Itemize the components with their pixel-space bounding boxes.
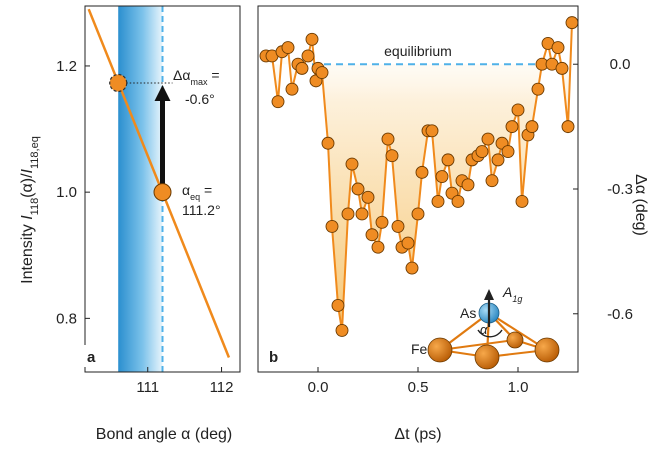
arrow-head (154, 84, 171, 101)
data-point (501, 145, 515, 159)
data-point (491, 153, 505, 167)
panel-b-x-axis-label: Δt (ps) (394, 426, 441, 443)
max-change-value: -0.6° (185, 91, 215, 107)
y-tick-label: 0.8 (56, 310, 77, 327)
x-tick-label: 112 (210, 379, 234, 396)
fe-atom (534, 337, 560, 363)
fe-atom (474, 344, 500, 370)
data-point (355, 207, 369, 221)
y-tick-label: -0.6 (607, 306, 633, 323)
data-point (281, 41, 295, 55)
data-point (431, 195, 445, 208)
inset-alpha-label: α (480, 322, 488, 337)
bond-angle-arc (477, 329, 503, 338)
data-point (295, 61, 309, 75)
y-tick-label: 0.0 (610, 56, 631, 73)
data-point (331, 299, 345, 312)
fe-label: Fe (411, 341, 428, 357)
data-point (565, 16, 579, 30)
data-point (555, 61, 569, 75)
crystal-structure-inset: α As Fe A1g (411, 284, 560, 370)
max-change-point (109, 73, 128, 93)
panel-b-y-axis-label: Δα (deg) (632, 174, 649, 236)
x-tick-label: 111 (136, 379, 159, 396)
equilibrium-value: 111.2° (182, 202, 221, 218)
panel-a: 0.8 1.0 1.2 111 112 Δαmax = -0.6° αeq = 111… (19, 5, 241, 443)
equilibrium-label: equilibrium (384, 43, 452, 59)
data-point (405, 261, 419, 275)
equilibrium-label-bg (374, 42, 464, 60)
panel-b-y-ticks: 0.0 -0.3 -0.6 (573, 56, 633, 323)
data-point (361, 190, 375, 204)
data-point (285, 82, 299, 96)
data-point (271, 95, 285, 109)
data-point (485, 174, 499, 188)
data-point (391, 219, 405, 233)
a1g-mode-label: A1g (502, 284, 522, 304)
data-point (415, 165, 429, 179)
data-point (441, 153, 455, 167)
data-point (351, 182, 365, 196)
panel-b-letter-bg (264, 345, 288, 367)
data-point (371, 240, 385, 254)
data-point (321, 136, 335, 150)
data-point (401, 236, 415, 250)
data-point (381, 132, 395, 146)
data-point (385, 149, 399, 163)
data-point (411, 207, 425, 221)
panel-a-y-axis-label: Intensity I118(α)/I118,eq (19, 136, 41, 284)
data-point (335, 323, 349, 337)
equilibrium-point (153, 183, 172, 202)
equilibrium-annotation: αeq = (182, 182, 212, 202)
intensity-vs-angle-line (87, 8, 231, 358)
a1g-mode-arrow-head (484, 289, 494, 300)
panel-a-x-axis-label: Bond angle α (deg) (96, 426, 232, 443)
x-tick-label: 0.5 (408, 379, 429, 396)
as-label: As (460, 305, 476, 321)
panel-b: equilibrium 0.0 0.5 1.0 0.0 -0.3 -0.6 α As (257, 5, 649, 443)
data-point (451, 195, 465, 208)
data-point (435, 170, 449, 183)
data-point (425, 124, 439, 138)
data-point (531, 82, 545, 96)
y-tick-label: -0.3 (607, 181, 633, 198)
data-point (305, 32, 319, 46)
bond-angle-series-points (259, 16, 579, 337)
panel-b-letter: b (269, 349, 278, 366)
data-point (525, 120, 539, 134)
data-point (365, 228, 379, 242)
data-point (511, 103, 525, 117)
panel-a-letter: a (87, 349, 96, 366)
fe-fe-bond (439, 339, 516, 351)
data-point (561, 120, 575, 134)
data-point (345, 157, 359, 171)
panel-a-y-ticks: 0.8 1.0 1.2 (56, 58, 90, 327)
data-point (325, 219, 339, 233)
data-point (505, 120, 519, 134)
data-point (515, 195, 529, 208)
data-point (475, 145, 489, 159)
data-point (301, 49, 315, 63)
data-point (461, 178, 475, 192)
data-point (341, 207, 355, 221)
data-point (315, 66, 329, 79)
max-change-annotation: Δαmax = (173, 67, 220, 87)
y-tick-label: 1.2 (56, 58, 77, 75)
x-tick-label: 0.0 (308, 379, 329, 396)
panel-b-x-ticks: 0.0 0.5 1.0 (308, 367, 529, 396)
panel-a-x-ticks: 111 112 (136, 367, 234, 396)
panel-a-frame (84, 5, 241, 373)
fe-atom (506, 331, 524, 349)
y-tick-label: 1.0 (56, 184, 77, 201)
data-point (375, 215, 389, 229)
data-point (551, 41, 565, 55)
x-tick-label: 1.0 (508, 379, 529, 396)
panel-a-letter-bg (82, 345, 106, 367)
data-point (481, 132, 495, 146)
fe-atom (427, 337, 453, 363)
